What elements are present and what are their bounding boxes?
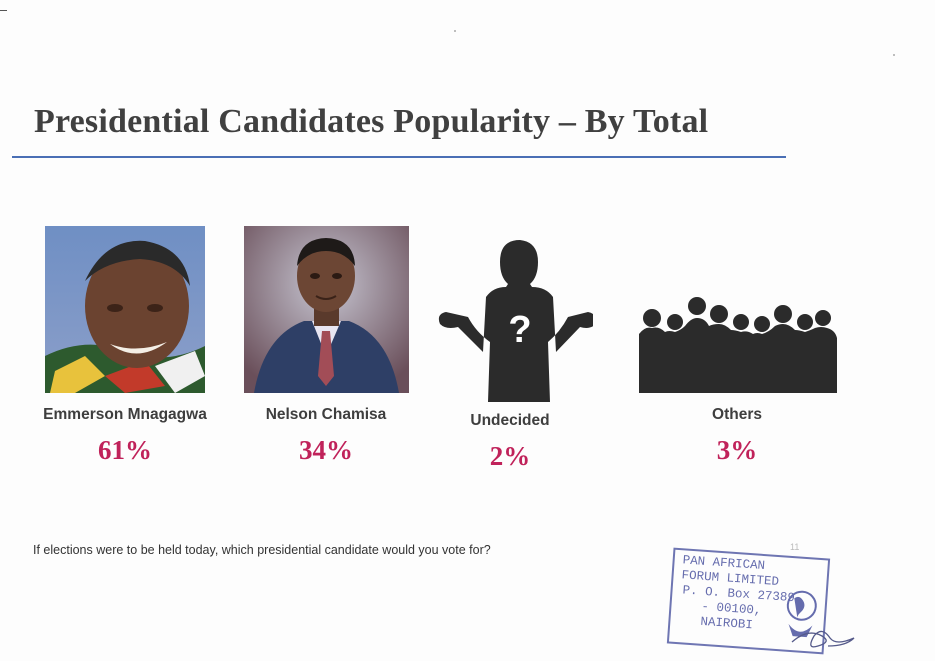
page-number: 11 (790, 542, 800, 552)
candidate-photo (45, 226, 205, 393)
page-title: Presidential Candidates Popularity – By … (34, 103, 709, 140)
survey-question: If elections were to be held today, whic… (33, 543, 491, 557)
page-edge-mark (0, 10, 7, 11)
title-underline (12, 156, 786, 158)
crowd-silhouette-icon (637, 226, 837, 393)
candidate-percent: 2% (489, 441, 531, 471)
candidate-card: Nelson Chamisa 34% (226, 226, 426, 466)
candidate-percent: 34% (299, 435, 353, 465)
candidate-percent: 3% (716, 435, 758, 465)
candidate-name: Undecided (470, 412, 550, 429)
candidate-card: ? Undecided 2% (410, 226, 610, 472)
candidate-card: Emmerson Mnagagwa 61% (25, 226, 225, 466)
candidate-card: Others 3% (637, 226, 837, 466)
svg-text:?: ? (508, 309, 531, 351)
undecided-silhouette-icon: ? (428, 232, 593, 410)
candidate-name: Emmerson Mnagagwa (43, 406, 207, 423)
scan-speck (893, 54, 895, 56)
candidate-name: Nelson Chamisa (265, 406, 387, 423)
candidate-name: Others (712, 406, 762, 423)
candidate-photo (243, 226, 409, 393)
candidate-percent: 61% (98, 435, 152, 465)
signature-icon (791, 630, 855, 648)
scan-speck (454, 30, 456, 32)
